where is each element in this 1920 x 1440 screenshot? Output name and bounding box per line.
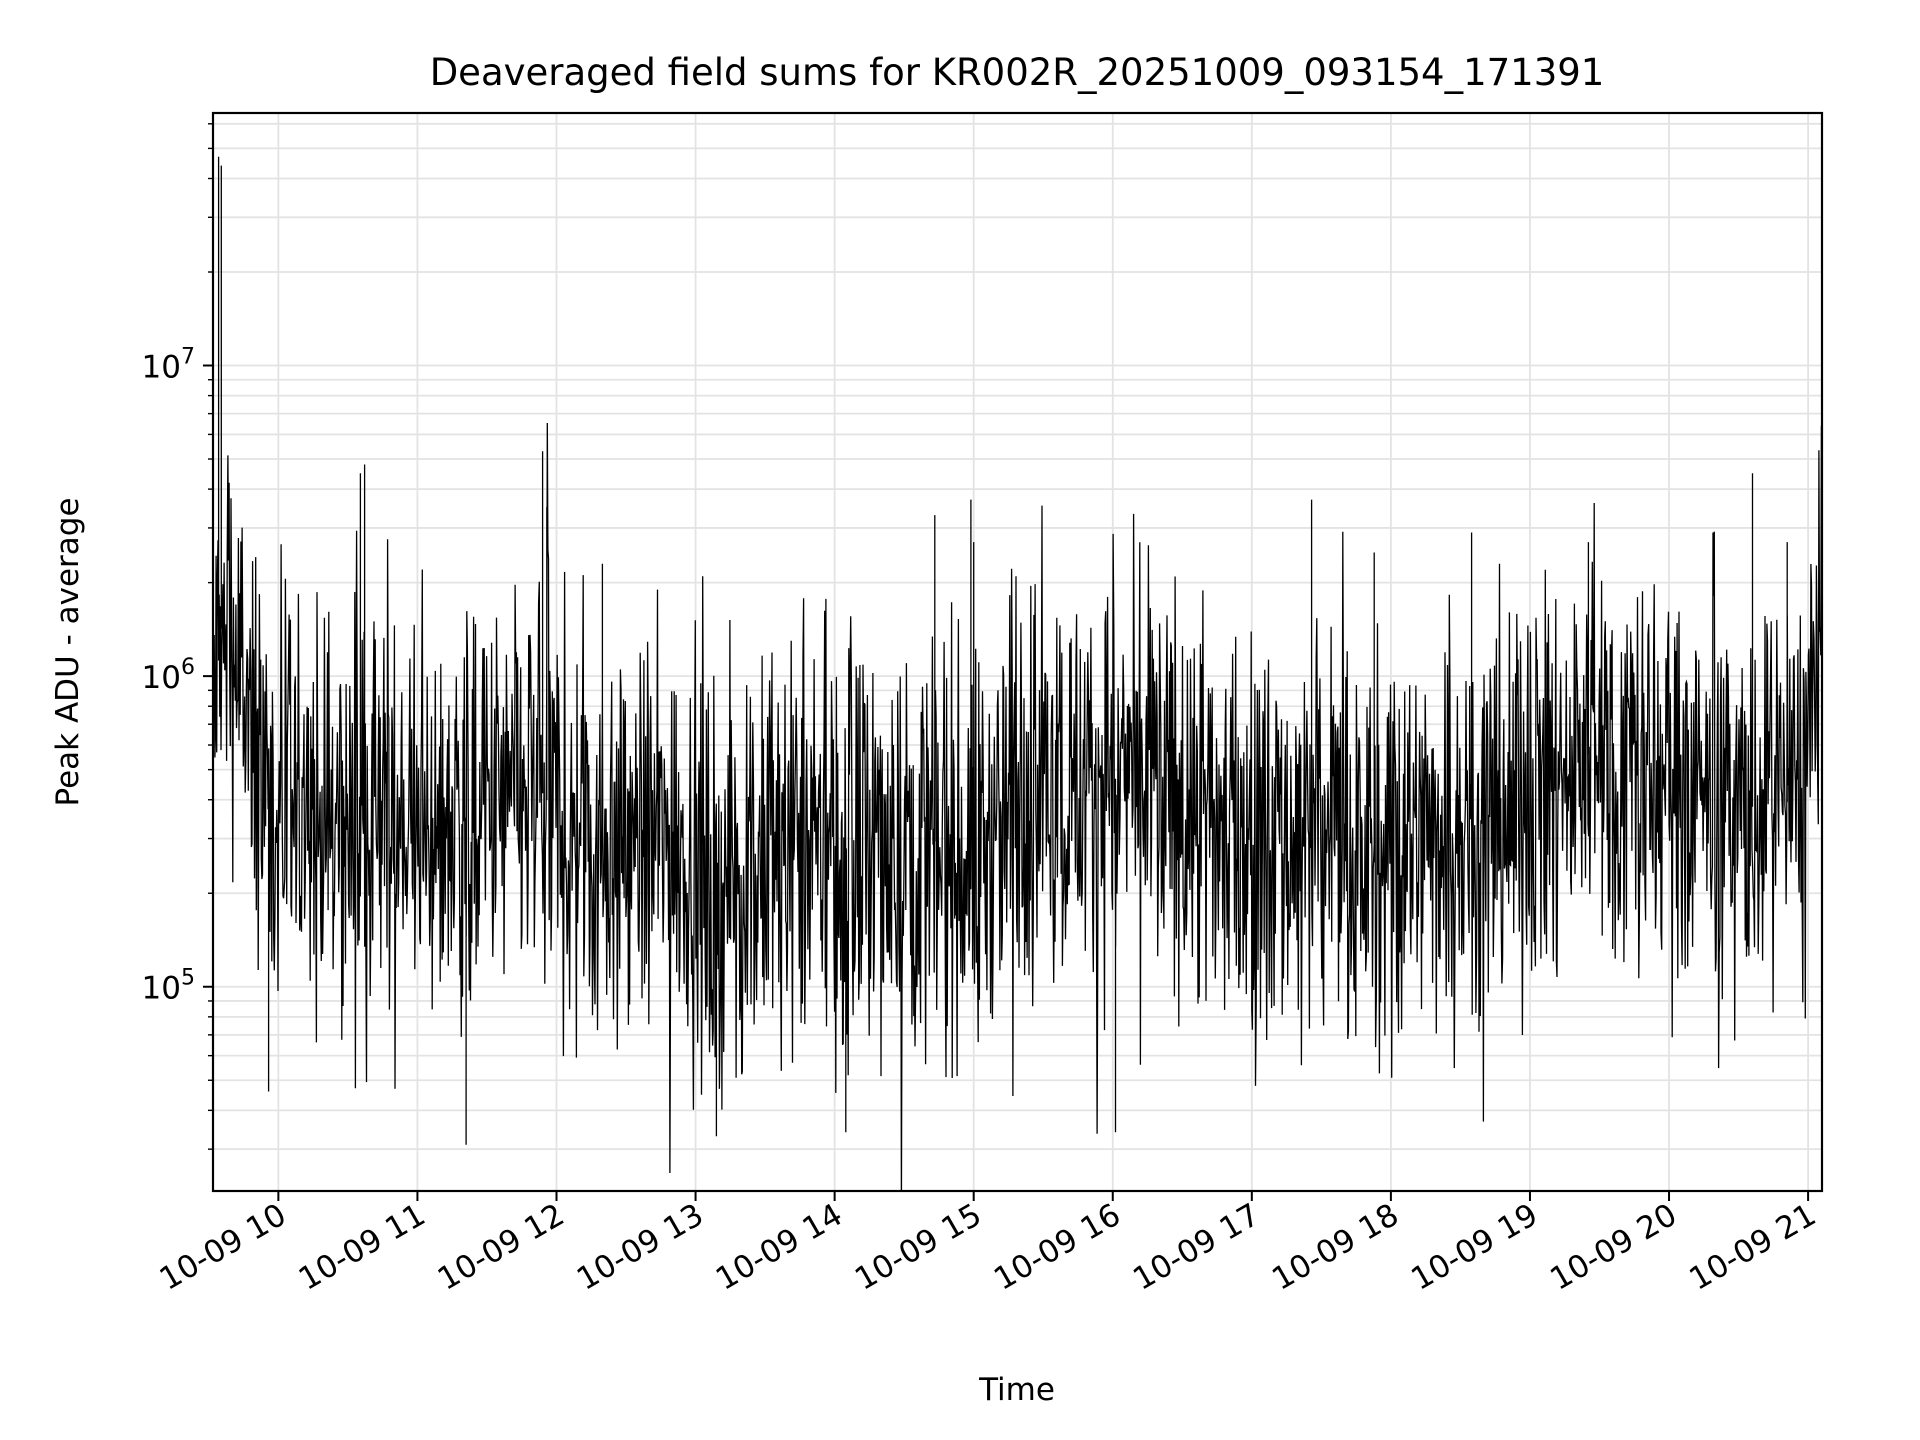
y-tick-label: 106	[142, 655, 195, 696]
series-line	[213, 156, 1822, 1191]
chart-title: Deaveraged field sums for KR002R_2025100…	[430, 51, 1605, 94]
x-axis-title: Time	[978, 1372, 1055, 1408]
y-tick-label: 105	[142, 966, 195, 1007]
plot-frame	[211, 111, 1824, 1193]
y-tick-label: 107	[142, 345, 195, 386]
data-series	[213, 156, 1822, 1191]
y-axis-title: Peak ADU - average	[50, 497, 86, 806]
